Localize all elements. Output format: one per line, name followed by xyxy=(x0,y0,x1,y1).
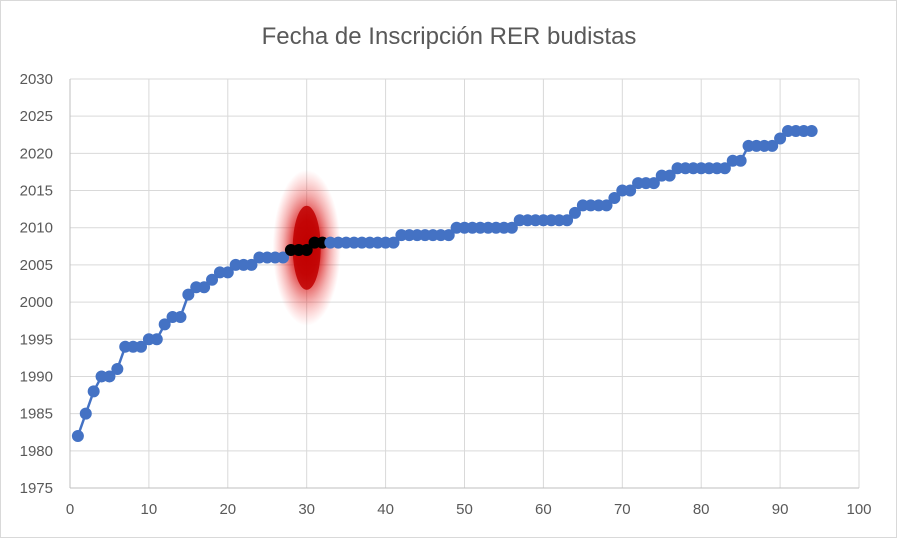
y-tick-label: 2025 xyxy=(20,108,53,125)
x-tick-label: 90 xyxy=(772,501,789,518)
y-tick-label: 1975 xyxy=(20,480,53,497)
x-tick-label: 20 xyxy=(219,501,236,518)
x-tick-label: 0 xyxy=(66,501,74,518)
series-line xyxy=(72,126,817,442)
y-tick-label: 1990 xyxy=(20,368,53,385)
data-point xyxy=(151,334,162,345)
grid xyxy=(70,79,859,488)
data-point xyxy=(735,155,746,166)
x-tick-label: 80 xyxy=(693,501,710,518)
x-tick-label: 100 xyxy=(846,501,871,518)
data-point xyxy=(88,386,99,397)
y-tick-label: 2020 xyxy=(20,145,53,162)
data-point xyxy=(806,126,817,137)
y-tick-label: 2030 xyxy=(20,71,53,88)
x-tick-label: 30 xyxy=(298,501,315,518)
x-tick-label: 50 xyxy=(456,501,473,518)
data-point xyxy=(112,364,123,375)
data-point xyxy=(80,408,91,419)
y-tick-label: 2010 xyxy=(20,220,53,237)
data-point xyxy=(72,430,83,441)
chart-title: Fecha de Inscripción RER budistas xyxy=(262,23,637,50)
x-tick-label: 10 xyxy=(141,501,158,518)
y-tick-label: 1980 xyxy=(20,443,53,460)
x-tick-label: 60 xyxy=(535,501,552,518)
y-tick-label: 2015 xyxy=(20,183,53,200)
data-point xyxy=(175,311,186,322)
x-tick-label: 40 xyxy=(377,501,394,518)
x-tick-label: 70 xyxy=(614,501,631,518)
y-tick-label: 2005 xyxy=(20,257,53,274)
y-tick-label: 1995 xyxy=(20,331,53,348)
y-tick-label: 1985 xyxy=(20,406,53,423)
y-tick-label: 2000 xyxy=(20,294,53,311)
